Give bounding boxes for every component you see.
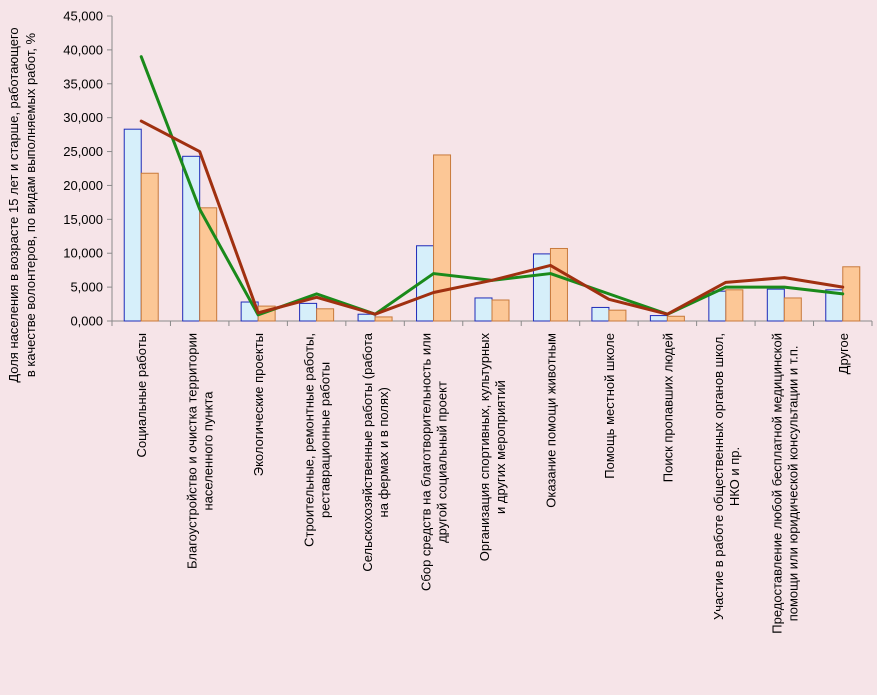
x-category-label-line: Поиск пропавших людей bbox=[660, 333, 675, 482]
bar bbox=[591, 306, 610, 322]
x-category-label-line: Предоставление любой бесплатной медицинс… bbox=[769, 333, 784, 634]
x-category-label: Благоустройство и очистка территориинасе… bbox=[185, 333, 216, 569]
x-category-label-line: другой социальный проект bbox=[435, 381, 450, 543]
bar bbox=[708, 290, 727, 322]
x-category-label-line: Помощь местной школе bbox=[602, 333, 617, 479]
y-axis-title-line: Доля населения в возрасте 15 лет и старш… bbox=[6, 27, 21, 382]
series-line bbox=[139, 119, 845, 316]
bar bbox=[491, 299, 510, 322]
x-category-label-line: на фермах и в полях) bbox=[376, 387, 391, 517]
series-line bbox=[139, 55, 845, 317]
y-axis-title-text: Доля населения в возрасте 15 лет и старш… bbox=[6, 27, 38, 382]
y-axis-title-line: в качестве волонтеров, по видам выполняе… bbox=[23, 32, 38, 377]
bar bbox=[532, 253, 551, 322]
bars bbox=[123, 128, 861, 322]
x-category-label-line: населенного пункта bbox=[201, 391, 216, 511]
x-category-label-line: Сельскохозяйственные работы (работа bbox=[360, 332, 375, 571]
bar bbox=[316, 308, 335, 322]
x-category-label-line: Экологические проекты bbox=[251, 333, 266, 476]
x-category-label: Поиск пропавших людей bbox=[660, 333, 675, 482]
x-category-label-line: и других мероприятий bbox=[493, 380, 508, 514]
y-tick-label: 15,000 bbox=[63, 212, 103, 227]
x-category-label-line: Благоустройство и очистка территории bbox=[185, 333, 200, 569]
y-tick-label: 10,000 bbox=[63, 246, 103, 261]
bar bbox=[649, 315, 668, 322]
y-tick-label: 0,000 bbox=[70, 314, 103, 329]
y-tick-label: 40,000 bbox=[63, 42, 103, 57]
y-axis: 0,000 5,000 10,000 15,000 20,000 25,000 30,000… bbox=[63, 9, 113, 329]
bar bbox=[666, 315, 685, 322]
bar bbox=[182, 155, 201, 322]
y-tick-label: 45,000 bbox=[63, 9, 103, 24]
bar bbox=[608, 309, 627, 322]
x-category-label: Другое bbox=[836, 333, 851, 374]
x-category-label-line: Участие в работе общественных органов шк… bbox=[711, 333, 726, 620]
bar bbox=[357, 313, 376, 322]
bar bbox=[299, 302, 318, 322]
bar bbox=[433, 154, 452, 322]
y-tick-label: 35,000 bbox=[63, 76, 103, 91]
x-category-label: Сбор средств на благотворительность илид… bbox=[419, 333, 450, 591]
x-category-label: Организация спортивных, культурныхи друг… bbox=[477, 333, 508, 562]
x-category-label: Социальные работы bbox=[134, 333, 149, 457]
x-category-label: Участие в работе общественных органов шк… bbox=[711, 333, 742, 620]
y-tick-label: 30,000 bbox=[63, 110, 103, 125]
x-category-label-line: реставрационные работы bbox=[318, 362, 333, 518]
bar bbox=[842, 266, 861, 322]
y-tick-label: 20,000 bbox=[63, 178, 103, 193]
x-category-label-line: Организация спортивных, культурных bbox=[477, 333, 492, 562]
bar bbox=[374, 316, 393, 322]
x-category-label: Оказание помощи животным bbox=[543, 333, 558, 508]
x-category-label: Помощь местной школе bbox=[602, 333, 617, 479]
bar bbox=[725, 289, 744, 322]
y-tick-label: 5,000 bbox=[70, 280, 103, 295]
bar bbox=[199, 207, 218, 322]
x-category-label-line: Социальные работы bbox=[134, 333, 149, 457]
bar bbox=[766, 288, 785, 322]
bar bbox=[140, 172, 159, 322]
x-category-label: Предоставление любой бесплатной медицинс… bbox=[769, 333, 800, 634]
y-axis-title: Доля населения в возрасте 15 лет и старш… bbox=[6, 27, 38, 382]
x-category-label-line: Другое bbox=[836, 333, 851, 374]
x-category-label-line: Сбор средств на благотворительность или bbox=[419, 333, 434, 591]
x-axis: Социальные работы Благоустройство и очист… bbox=[111, 320, 873, 634]
x-category-label-line: НКО и пр. bbox=[727, 447, 742, 506]
lines bbox=[139, 55, 845, 317]
y-tick-label: 25,000 bbox=[63, 144, 103, 159]
bar bbox=[474, 297, 493, 322]
x-category-label-line: помощи или юридической консультации и т.… bbox=[785, 345, 800, 621]
bar bbox=[783, 297, 802, 322]
x-category-label: Строительные, ремонтные работы,реставрац… bbox=[302, 333, 333, 547]
x-category-label: Сельскохозяйственные работы (работана фе… bbox=[360, 332, 391, 571]
x-category-label-line: Строительные, ремонтные работы, bbox=[302, 333, 317, 547]
x-category-label-line: Оказание помощи животным bbox=[543, 333, 558, 508]
bar bbox=[123, 128, 142, 322]
bar bbox=[549, 247, 568, 322]
x-category-label: Экологические проекты bbox=[251, 333, 266, 476]
